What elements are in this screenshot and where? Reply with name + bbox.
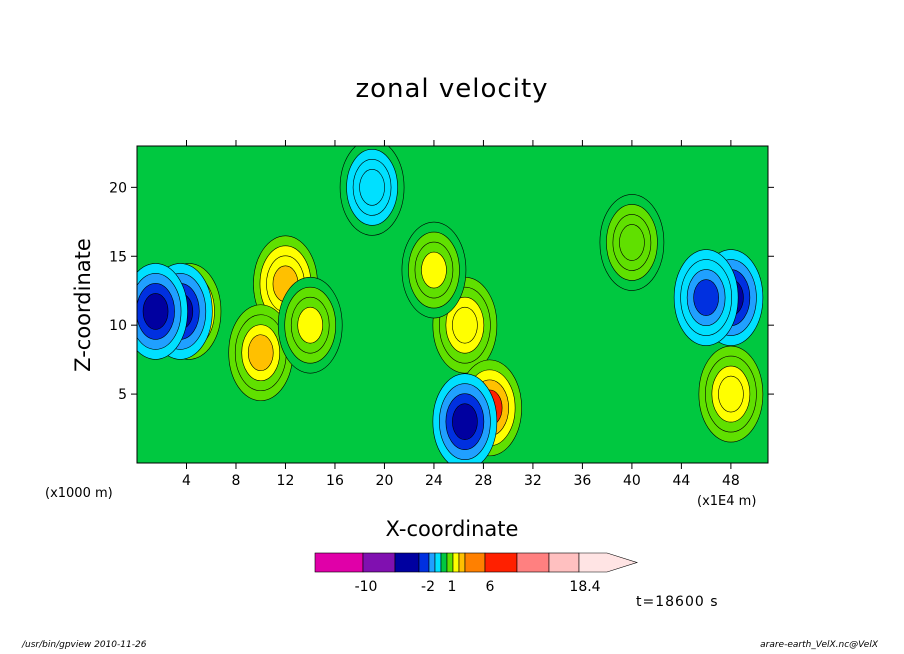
heatmap-field	[137, 146, 764, 463]
colorbar-segment	[362, 552, 396, 573]
heatmap-feature	[401, 221, 467, 319]
y-tick-label: 15	[109, 249, 127, 265]
colorbar-segment	[314, 552, 364, 573]
colorbar-segment	[440, 552, 448, 573]
heatmap-feature	[137, 263, 188, 360]
contour-band	[142, 293, 169, 330]
x-tick-label: 44	[672, 473, 690, 489]
colorbar-segment	[418, 552, 430, 573]
x-tick-label: 12	[277, 473, 295, 489]
colorbar-segment	[464, 552, 486, 573]
y-axis-label: Z-coordinate	[71, 238, 95, 372]
x-tick-label: 4	[182, 473, 191, 489]
x-tick-label: 48	[722, 473, 740, 489]
x-tick-label: 24	[425, 473, 443, 489]
colorbar-label: 1	[448, 579, 457, 595]
colorbar-segment	[452, 552, 460, 573]
colorbar-label: 6	[486, 579, 495, 595]
colorbar-segment	[434, 552, 442, 573]
x-tick-label: 28	[475, 473, 493, 489]
heatmap-feature	[698, 345, 764, 443]
colorbar-segment	[428, 552, 436, 573]
colorbar-segment	[458, 552, 466, 573]
x-unit-right: (x1E4 m)	[697, 494, 756, 509]
contour-band	[247, 334, 274, 372]
contour-band	[693, 279, 719, 316]
heatmap-feature	[673, 249, 739, 346]
x-tick-label: 36	[573, 473, 591, 489]
heatmap-feature	[599, 194, 665, 291]
x-tick-label: 20	[376, 473, 394, 489]
contour-band	[359, 169, 385, 206]
x-tick-label: 16	[326, 473, 344, 489]
x-ticks: 4 8 12 16 20 24 28 32 36 40 44 48	[182, 140, 740, 489]
x-tick-label: 40	[623, 473, 641, 489]
contour-band	[619, 224, 645, 261]
colorbar-segment	[516, 552, 550, 573]
heatmap-feature	[277, 276, 343, 374]
y-tick-label: 10	[109, 318, 127, 334]
colorbar-arrow	[578, 552, 638, 573]
y-ticks: 5 10 15 20	[109, 180, 774, 403]
heatmap-feature	[432, 276, 498, 374]
footer-left: /usr/bin/gpview 2010-11-26	[22, 640, 147, 650]
colorbar-label: 18.4	[569, 579, 600, 595]
time-stamp: t=18600 s	[636, 594, 719, 610]
colorbar-label: -10	[355, 579, 378, 595]
colorbar	[314, 552, 638, 573]
contour-band	[421, 251, 447, 289]
contour-band	[452, 306, 478, 344]
heatmap-feature	[228, 304, 294, 402]
colorbar-labels: -10 -2 1 6 18.4	[355, 579, 601, 595]
heatmap-feature	[339, 146, 405, 236]
footer-right: arare-earth_VelX.nc@VelX	[760, 640, 878, 650]
colorbar-segment	[394, 552, 420, 573]
contour-band	[297, 306, 324, 344]
colorbar-segment	[548, 552, 580, 573]
y-tick-label: 20	[109, 180, 127, 196]
colorbar-segment	[484, 552, 518, 573]
contour-band	[718, 375, 744, 413]
x-tick-label: 8	[232, 473, 241, 489]
heatmap-feature	[432, 373, 498, 463]
chart-title: zonal velocity	[355, 74, 549, 104]
plot-frame	[136, 145, 769, 464]
x-tick-label: 32	[524, 473, 542, 489]
y-tick-label: 5	[118, 387, 127, 403]
x-axis-label: X-coordinate	[386, 517, 519, 541]
x-unit-left: (x1000 m)	[45, 486, 113, 501]
colorbar-segment	[446, 552, 454, 573]
colorbar-label: -2	[421, 579, 435, 595]
contour-band	[452, 403, 478, 440]
